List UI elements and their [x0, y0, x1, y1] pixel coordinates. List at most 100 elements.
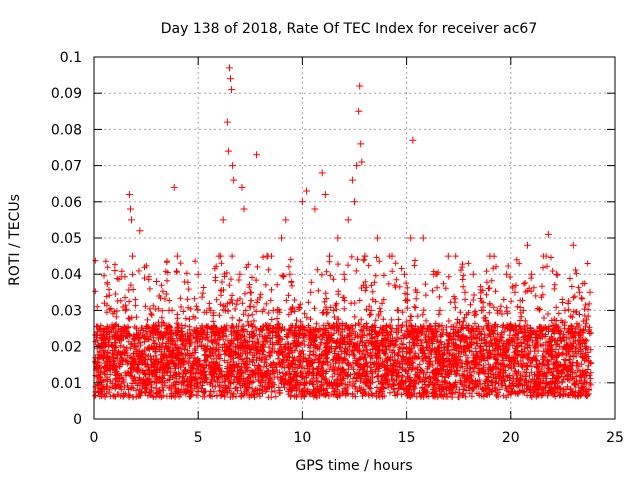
data-point — [348, 176, 356, 184]
chart-title: Day 138 of 2018, Rate Of TEC Index for r… — [161, 21, 537, 37]
y-tick-label: 0.06 — [51, 195, 82, 211]
data-point — [269, 306, 277, 314]
data-point — [128, 216, 136, 224]
data-point — [129, 252, 137, 260]
data-point — [358, 158, 366, 166]
data-point — [117, 350, 125, 358]
data-point — [107, 361, 115, 369]
data-point — [207, 306, 215, 314]
data-point — [394, 306, 402, 314]
data-point — [409, 136, 417, 144]
data-point — [136, 227, 144, 235]
y-axis-label: ROTI / TECUs — [7, 194, 23, 286]
data-point — [200, 328, 208, 336]
data-point — [223, 118, 231, 126]
data-point — [569, 241, 577, 249]
x-tick-label: 5 — [194, 430, 203, 446]
data-point — [238, 183, 246, 191]
data-point — [576, 288, 584, 296]
data-point — [486, 252, 494, 260]
data-point — [307, 288, 315, 296]
data-point — [234, 343, 242, 351]
y-tick-label: 0.05 — [51, 231, 82, 247]
data-point — [401, 270, 409, 278]
data-point — [121, 306, 129, 314]
data-point — [388, 252, 396, 260]
dense-point-cloud — [92, 253, 594, 401]
data-point — [436, 306, 444, 314]
data-point — [278, 234, 286, 242]
data-point — [311, 205, 319, 213]
y-tick-label: 0.09 — [51, 86, 82, 102]
x-tick-label: 10 — [293, 430, 311, 446]
data-point — [257, 325, 265, 332]
x-axis-label: GPS time / hours — [295, 458, 412, 474]
data-point — [215, 252, 223, 260]
data-point — [180, 335, 188, 343]
data-point — [225, 64, 233, 72]
x-tick-label: 25 — [606, 430, 624, 446]
data-point — [356, 82, 364, 90]
data-point — [561, 306, 569, 314]
data-point — [253, 151, 261, 159]
data-point — [186, 350, 194, 358]
data-point — [351, 198, 358, 206]
data-point — [298, 198, 306, 206]
data-point — [246, 288, 254, 296]
data-point — [142, 325, 150, 332]
data-point — [325, 252, 333, 260]
data-point — [263, 252, 271, 260]
data-point — [523, 241, 531, 249]
data-point — [292, 343, 300, 351]
data-point — [586, 288, 594, 296]
x-tick-label: 20 — [502, 430, 520, 446]
y-tick-label: 0 — [73, 412, 82, 428]
data-point — [219, 216, 227, 224]
data-point — [553, 270, 561, 278]
data-point — [194, 270, 202, 278]
data-point — [407, 234, 415, 242]
data-point — [453, 343, 461, 351]
data-point — [227, 75, 235, 83]
data-point — [461, 288, 469, 296]
data-point — [353, 162, 361, 170]
data-point — [340, 270, 348, 278]
data-point — [111, 267, 119, 275]
data-point — [125, 191, 133, 199]
y-tick-label: 0.1 — [60, 50, 82, 66]
data-point — [282, 216, 290, 224]
data-point — [478, 306, 486, 314]
data-point — [173, 252, 181, 260]
data-point — [413, 288, 421, 296]
data-point — [444, 252, 452, 260]
data-point — [159, 339, 167, 347]
data-point — [357, 140, 365, 148]
data-point — [361, 252, 369, 260]
dense-data-band — [92, 253, 594, 401]
data-point — [423, 325, 431, 332]
data-point — [582, 343, 590, 351]
x-tick-label: 15 — [398, 430, 416, 446]
data-point — [528, 270, 536, 278]
data-point — [511, 288, 519, 296]
data-point — [430, 270, 438, 278]
data-point — [315, 325, 323, 332]
data-point — [334, 234, 342, 242]
data-point — [373, 234, 381, 242]
data-point — [544, 230, 552, 238]
data-point — [224, 147, 232, 155]
y-tick-label: 0.01 — [51, 376, 82, 392]
y-tick-label: 0.07 — [51, 159, 82, 175]
data-point — [503, 270, 511, 278]
data-point — [469, 270, 477, 278]
x-tick-label: 0 — [90, 430, 99, 446]
data-point — [236, 270, 244, 278]
data-point — [330, 306, 338, 314]
data-point — [321, 191, 329, 199]
data-point — [367, 306, 375, 314]
data-point — [318, 169, 326, 177]
data-point — [382, 343, 390, 351]
data-point — [229, 162, 237, 170]
data-point — [344, 216, 352, 224]
data-point — [286, 270, 294, 278]
